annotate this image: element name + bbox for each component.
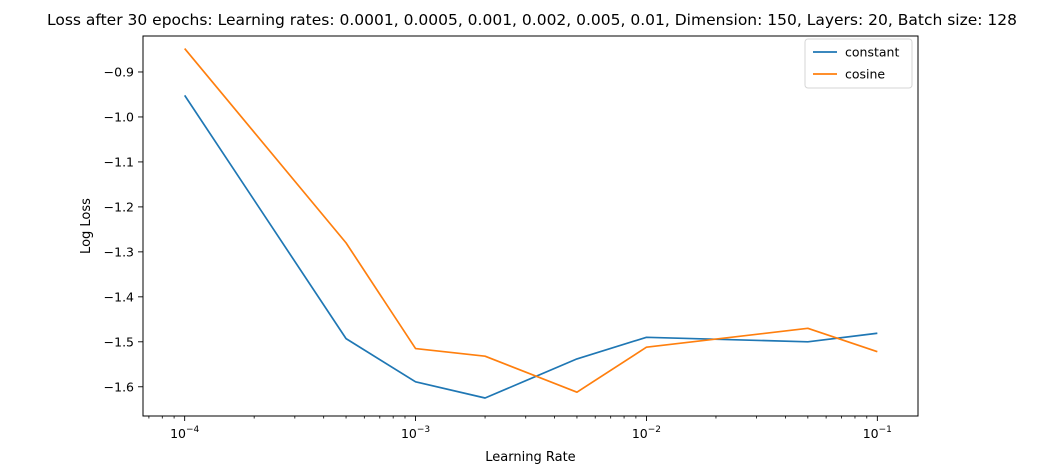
series-line-cosine: [184, 48, 878, 394]
y-axis: −0.9 −1.0 −1.1 −1.2 −1.3 −1.4 −1.5 −1.6: [104, 64, 143, 394]
chart-title: Loss after 30 epochs: Learning rates: 0.…: [47, 11, 1017, 29]
y-tick-label: −1.3: [104, 244, 134, 259]
y-tick-label: −1.1: [104, 154, 134, 169]
series-line-constant: [183, 94, 878, 399]
legend-label-cosine: cosine: [845, 67, 885, 82]
y-tick-label: −1.6: [104, 379, 134, 394]
x-axis-label: Learning Rate: [485, 450, 575, 465]
y-tick-label: −1.0: [104, 109, 134, 124]
x-tick-label: 10−4: [170, 425, 199, 441]
legend-label-constant: constant: [845, 45, 899, 60]
plot-area: [183, 48, 878, 399]
y-tick-label: −1.4: [104, 289, 134, 304]
y-tick-label: −1.2: [104, 199, 134, 214]
legend: constant cosine: [804, 38, 913, 89]
y-tick-label: −1.5: [104, 334, 134, 349]
x-tick-label: 10−1: [863, 425, 892, 441]
x-tick-label: 10−2: [632, 425, 661, 441]
y-axis-label: Log Loss: [79, 198, 94, 254]
plot-frame: [142, 35, 919, 417]
x-axis: 10−4 10−3 10−2 10−1: [148, 416, 892, 441]
x-tick-label: 10−3: [401, 425, 430, 441]
y-tick-label: −0.9: [104, 64, 134, 79]
